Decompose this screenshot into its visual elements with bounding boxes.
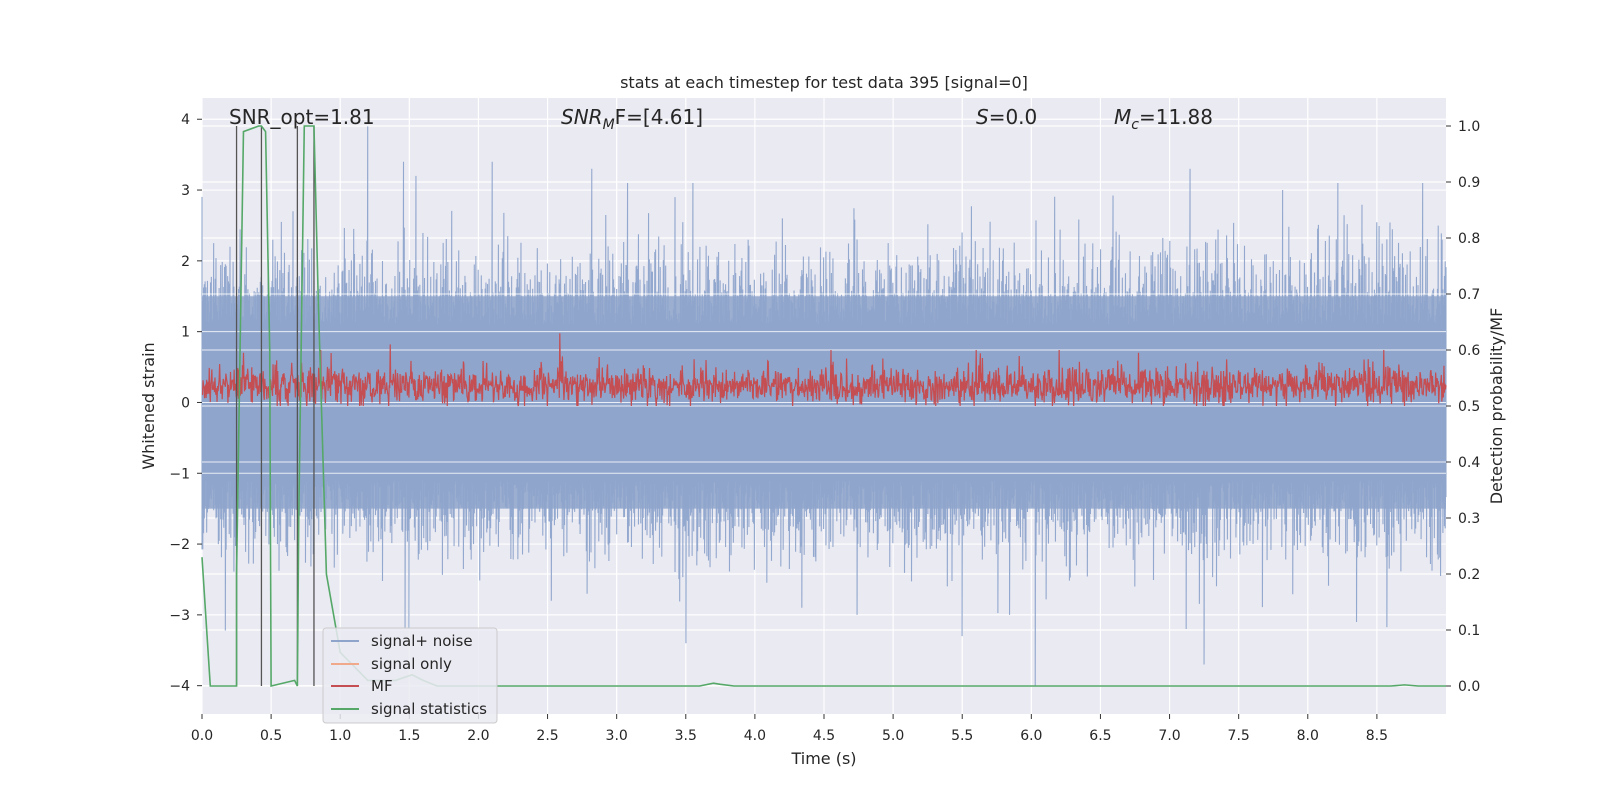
legend-label-mf: MF xyxy=(371,677,393,695)
x-tick-label: 6.5 xyxy=(1089,728,1111,744)
x-tick-label: 6.0 xyxy=(1020,728,1042,744)
x-tick-label: 4.5 xyxy=(813,728,835,744)
x-tick-label: 2.0 xyxy=(467,728,489,744)
x-tick-label: 4.0 xyxy=(744,728,766,744)
legend-label-signal-noise: signal+ noise xyxy=(371,632,473,650)
y-right-tick-label: 0.2 xyxy=(1458,567,1480,583)
y-left-tick-label: −3 xyxy=(169,608,190,624)
x-tick-label: 0.0 xyxy=(191,728,213,744)
x-tick-label: 5.0 xyxy=(882,728,904,744)
x-tick-label: 8.5 xyxy=(1366,728,1388,744)
y-right-tick-label: 1.0 xyxy=(1458,119,1480,135)
signal-statistics-series xyxy=(201,125,1446,688)
annotation-snr-mf-rest: F=[4.61] xyxy=(615,105,703,129)
annotation-snr-mf-base: SNR xyxy=(561,105,603,129)
x-tick-label: 2.5 xyxy=(536,728,558,744)
annotation-s-base: S xyxy=(976,105,989,129)
x-axis-label: Time (s) xyxy=(790,749,856,768)
chart-title: stats at each timestep for test data 395… xyxy=(620,73,1028,92)
annotation-s: S=0.0 xyxy=(976,105,1037,129)
signal-statistics-line xyxy=(201,125,1446,688)
y-left-axis-ticks: 4 3 2 1 0 −1 −2 −3 −4 xyxy=(169,112,202,695)
x-tick-label: 1.0 xyxy=(329,728,351,744)
y-left-tick-label: 1 xyxy=(181,325,190,341)
legend-box xyxy=(322,627,498,724)
y-right-axis-ticks: 1.0 0.9 0.8 0.7 0.6 0.5 0.4 0.3 0.2 0.1 0.0 xyxy=(1446,119,1480,695)
y-right-tick-label: 0.7 xyxy=(1458,287,1480,303)
x-tick-label: 5.5 xyxy=(951,728,973,744)
y-left-axis-label: Whitened strain xyxy=(139,342,158,469)
x-tick-label: 3.0 xyxy=(606,728,628,744)
y-left-tick-label: −1 xyxy=(169,466,190,482)
x-tick-label: 7.5 xyxy=(1228,728,1250,744)
y-right-tick-label: 0.6 xyxy=(1458,343,1480,359)
y-right-tick-label: 0.3 xyxy=(1458,511,1480,527)
y-right-axis-label: Detection probability/MF xyxy=(1487,308,1506,505)
y-left-tick-label: −2 xyxy=(169,537,190,553)
annotation-snr-opt: SNR_opt=1.81 xyxy=(229,105,375,129)
annotation-snr-mf: SNRMF=[4.61] xyxy=(561,105,703,133)
legend: signal+ noise signal only MF signal stat… xyxy=(322,627,498,724)
legend-label-signal-only: signal only xyxy=(371,655,452,673)
y-left-tick-label: 0 xyxy=(181,395,190,411)
y-right-tick-label: 0.0 xyxy=(1458,679,1480,695)
y-left-tick-label: 3 xyxy=(181,183,190,199)
annotation-mc-base: M xyxy=(1114,105,1131,129)
x-tick-label: 7.0 xyxy=(1158,728,1180,744)
y-right-tick-label: 0.9 xyxy=(1458,175,1480,191)
annotation-snr-mf-sub: M xyxy=(603,117,615,133)
x-tick-label: 0.5 xyxy=(260,728,282,744)
y-right-tick-label: 0.1 xyxy=(1458,623,1480,639)
legend-label-signal-statistics: signal statistics xyxy=(371,700,487,718)
y-left-tick-label: 2 xyxy=(181,254,190,270)
x-axis-ticks: 0.0 0.5 1.0 1.5 2.0 2.5 3.0 3.5 4.0 4.5 5.0 5.5 6.0 6… xyxy=(191,714,1388,744)
mf-line xyxy=(201,333,1447,407)
annotation-mc: Mc=11.88 xyxy=(1114,105,1213,133)
x-tick-label: 3.5 xyxy=(675,728,697,744)
annotation-mc-sub: c xyxy=(1131,117,1139,133)
x-tick-label: 8.0 xyxy=(1297,728,1319,744)
y-left-tick-label: −4 xyxy=(169,679,190,695)
y-right-tick-label: 0.4 xyxy=(1458,455,1480,471)
x-tick-label: 1.5 xyxy=(398,728,420,744)
y-right-tick-label: 0.8 xyxy=(1458,231,1480,247)
mf-series xyxy=(201,333,1447,407)
y-right-tick-label: 0.5 xyxy=(1458,399,1480,415)
y-left-tick-label: 4 xyxy=(181,112,190,128)
signal-noise-series xyxy=(201,126,1447,686)
annotation-s-rest: =0.0 xyxy=(989,105,1038,129)
annotation-mc-rest: =11.88 xyxy=(1139,105,1213,129)
